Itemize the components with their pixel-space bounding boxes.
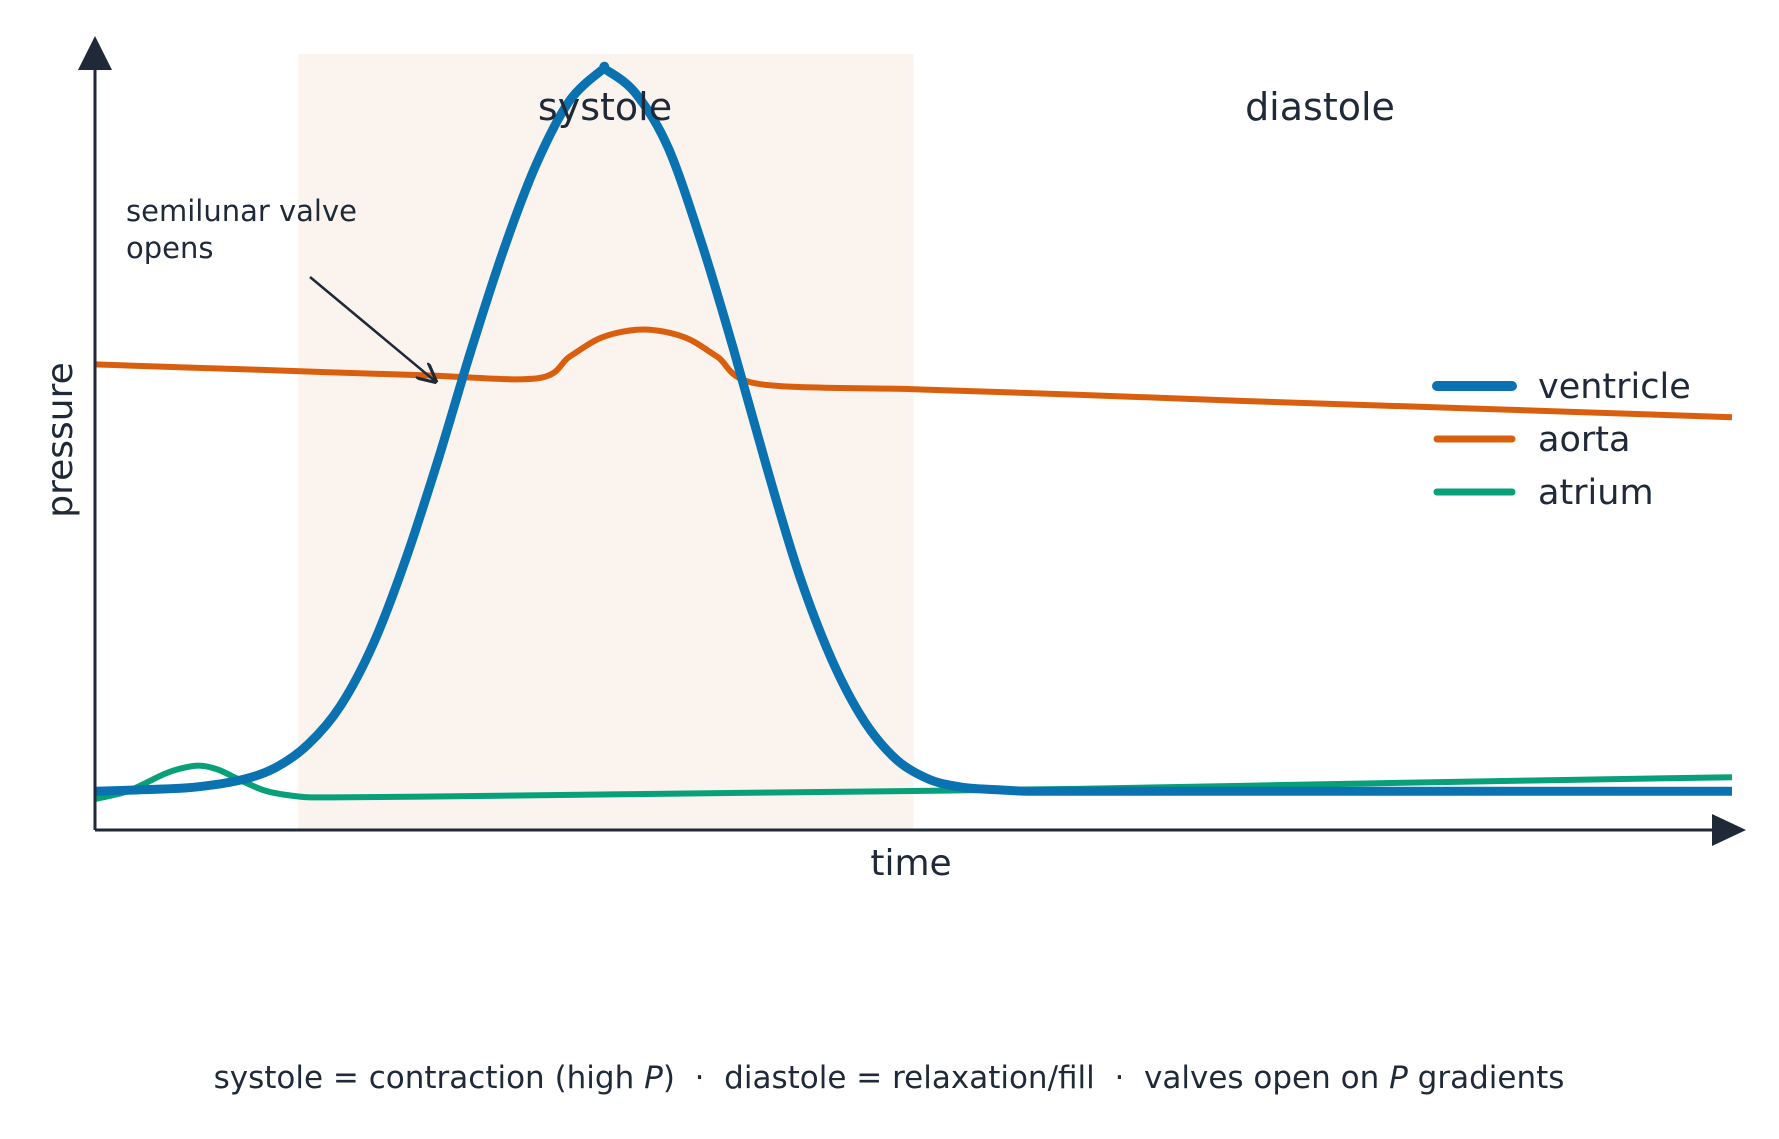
systole-shaded-region bbox=[297, 54, 914, 830]
annotation-arrow bbox=[309, 276, 435, 381]
footer-p-symbol-2: P bbox=[1389, 1060, 1408, 1096]
phase-label-systole: systole bbox=[538, 85, 672, 129]
x-axis-label: time bbox=[870, 843, 951, 884]
y-axis-arrowhead bbox=[78, 36, 112, 70]
series-line-ventricle bbox=[94, 61, 1732, 796]
legend-label-ventricle: ventricle bbox=[1538, 367, 1691, 407]
footer-part-2: ) · diastole = relaxation/fill · valves … bbox=[663, 1060, 1389, 1096]
footer-part-1: systole = contraction (high bbox=[214, 1060, 645, 1096]
legend-label-aorta: aorta bbox=[1538, 420, 1630, 460]
footer-part-3: gradients bbox=[1408, 1060, 1565, 1096]
y-axis-label: pressure bbox=[40, 362, 81, 518]
footer-caption: systole = contraction (high P) · diastol… bbox=[214, 1060, 1565, 1096]
legend-label-atrium: atrium bbox=[1538, 473, 1654, 513]
phase-label-diastole: diastole bbox=[1245, 85, 1395, 129]
annotation-text-line-2: opens bbox=[126, 231, 213, 265]
x-axis-arrowhead bbox=[1712, 814, 1746, 846]
legend: ventricle aorta atrium bbox=[1432, 367, 1691, 513]
footer-p-symbol-1: P bbox=[644, 1060, 663, 1096]
annotation-text-line-1: semilunar valve bbox=[126, 194, 357, 228]
series-line-atrium bbox=[94, 762, 1733, 802]
